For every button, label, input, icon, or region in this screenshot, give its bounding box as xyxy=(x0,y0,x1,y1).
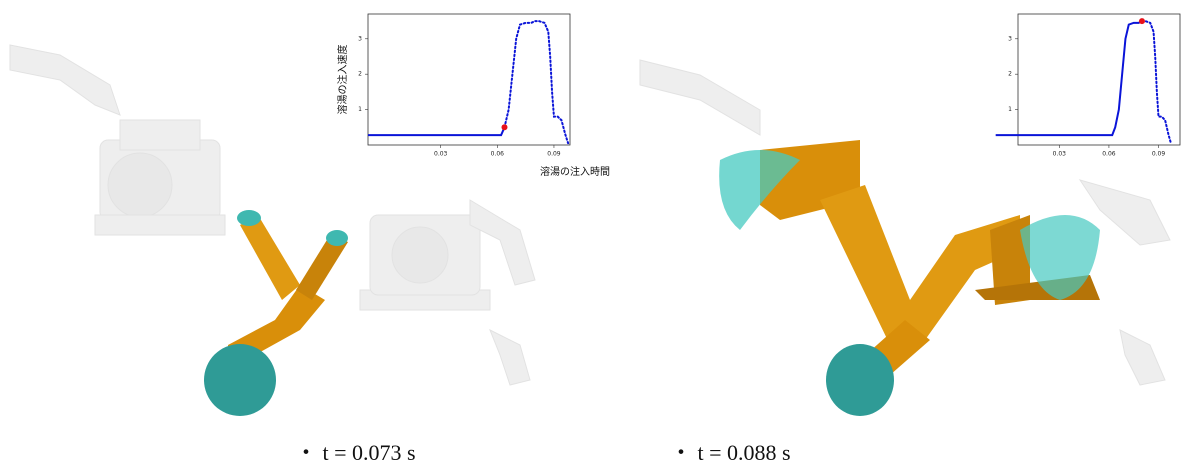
y-tick-label: 1 xyxy=(358,106,362,113)
ghost-mold-right xyxy=(639,59,1171,386)
ghost-mold-left xyxy=(9,44,536,386)
y-tick-label: 2 xyxy=(1008,71,1012,78)
plot-frame xyxy=(1017,13,1181,146)
x-axis-label: 溶湯の注入時間 xyxy=(540,165,610,178)
caption: ・ t = 0.073 s xyxy=(295,440,416,465)
velocity-line xyxy=(503,20,570,145)
caption: ・ t = 0.088 s xyxy=(670,440,791,465)
x-tick-label: 0.03 xyxy=(1053,151,1067,158)
y-axis-label: 溶湯の注入速度 xyxy=(336,45,349,115)
y-tick-label: 3 xyxy=(1008,35,1012,42)
x-tick-label: 0.09 xyxy=(547,151,561,158)
y-tick-label: 3 xyxy=(358,35,362,42)
x-tick-label: 0.06 xyxy=(491,151,505,158)
y-tick-label: 2 xyxy=(358,71,362,78)
velocity-line xyxy=(1140,20,1172,145)
plot-frame xyxy=(367,13,571,146)
current-point xyxy=(1138,18,1145,25)
x-tick-label: 0.03 xyxy=(434,151,448,158)
casting-right xyxy=(719,140,1100,416)
velocity-line xyxy=(995,20,1143,137)
x-tick-label: 0.06 xyxy=(1102,151,1116,158)
x-tick-label: 0.09 xyxy=(1152,151,1166,158)
y-tick-label: 1 xyxy=(1008,106,1012,113)
casting-left xyxy=(204,210,348,416)
current-point xyxy=(501,124,508,131)
